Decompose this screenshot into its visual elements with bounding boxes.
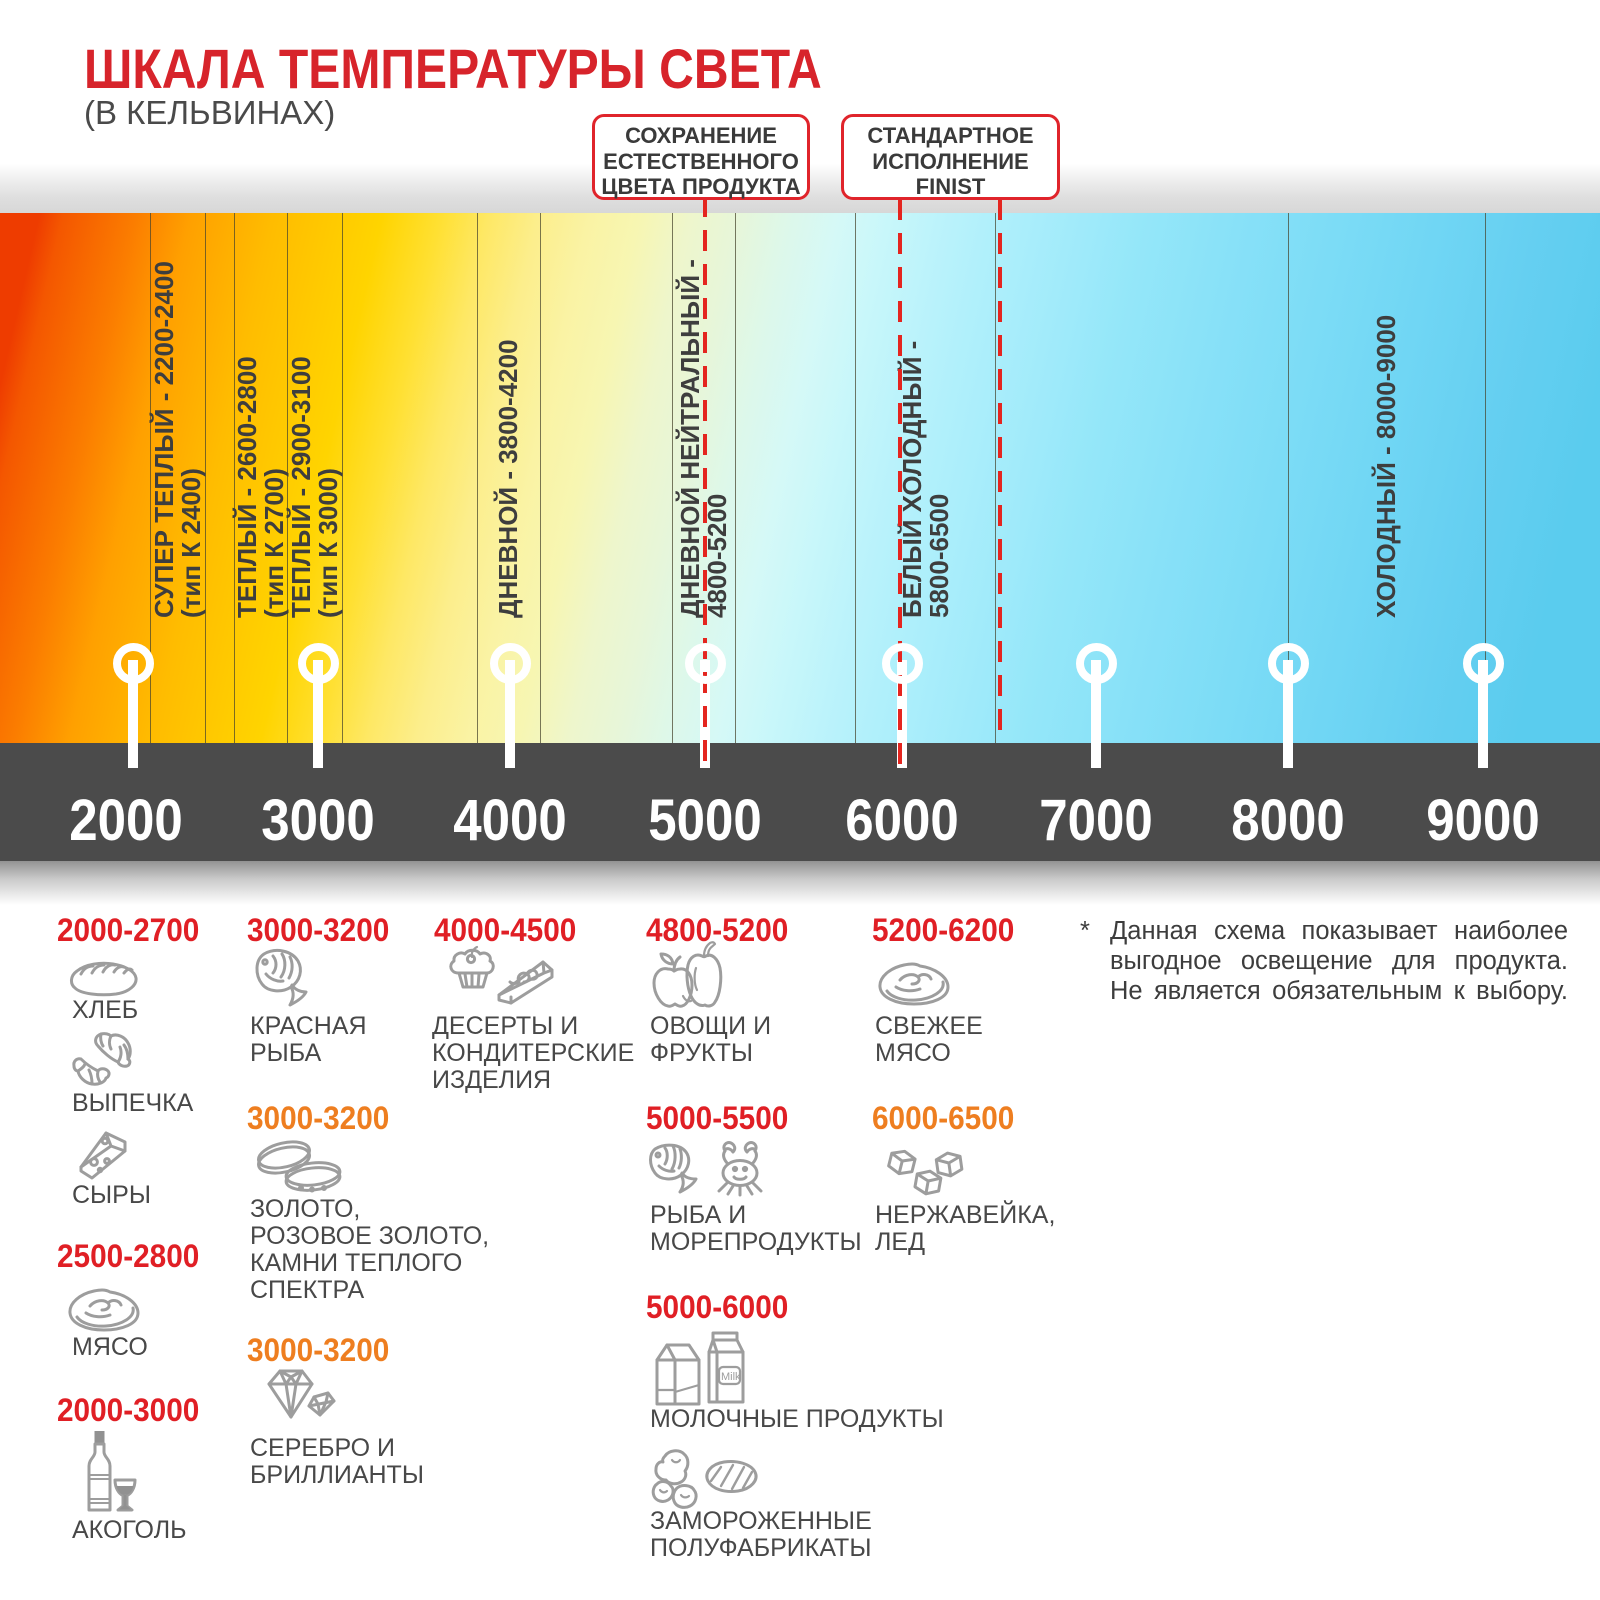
svg-text:Milk: Milk bbox=[721, 1371, 741, 1383]
